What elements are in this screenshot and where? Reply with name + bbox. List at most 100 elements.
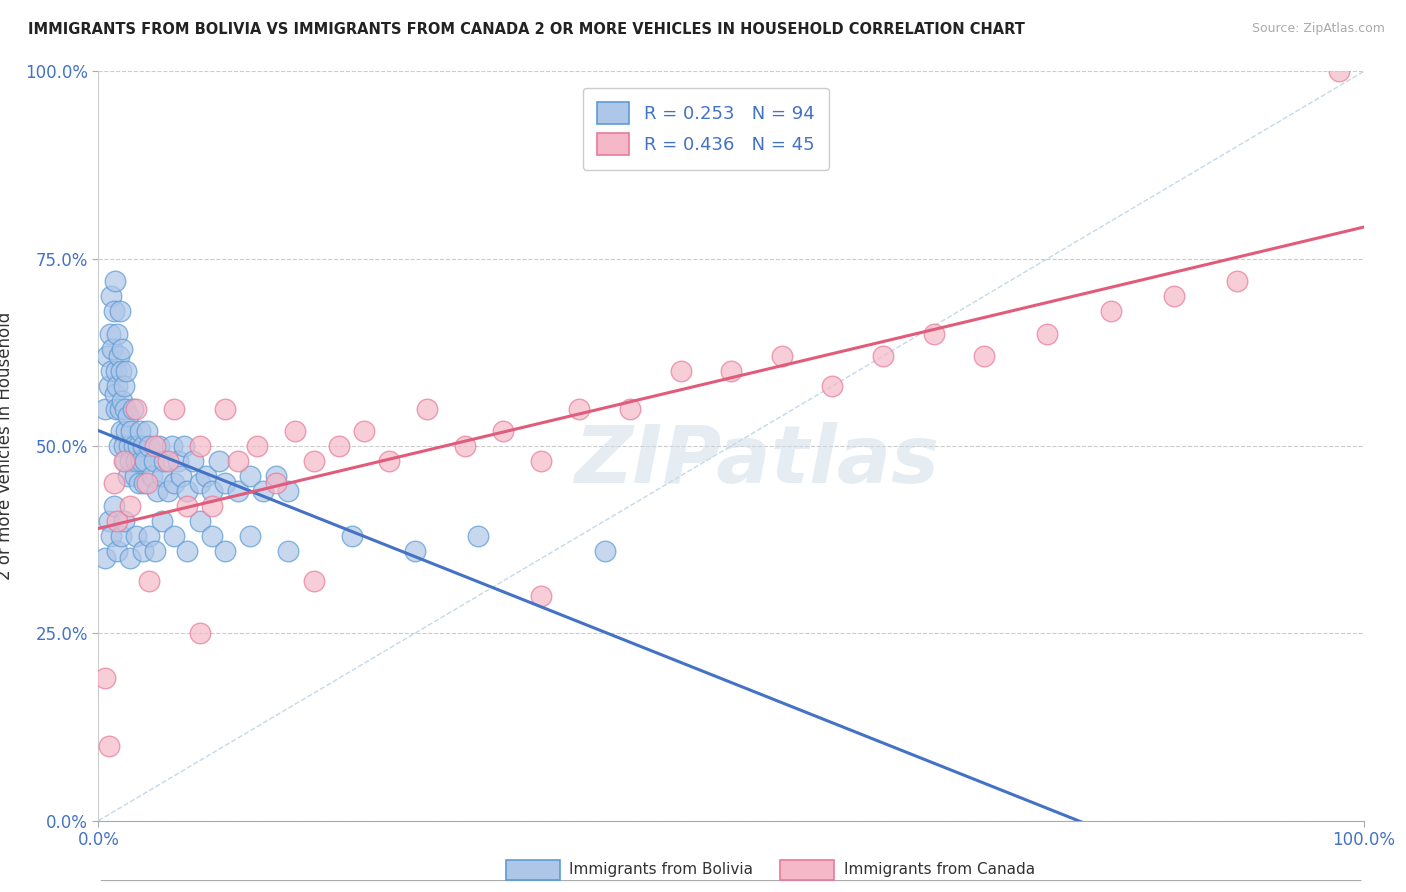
Point [104, 386, 127, 401]
Point [107, 349, 129, 363]
Point [138, 439, 160, 453]
Point [110, 364, 132, 378]
Point [973, 349, 995, 363]
Point [922, 326, 945, 341]
Point [163, 529, 186, 543]
Point [93, 671, 117, 685]
Point [239, 469, 262, 483]
Point [163, 476, 186, 491]
Point [108, 401, 131, 416]
Point [188, 476, 211, 491]
Point [93, 401, 117, 416]
Point [176, 483, 198, 498]
Point [138, 574, 160, 588]
Text: Immigrants from Bolivia: Immigrants from Bolivia [569, 863, 754, 877]
Point [1036, 326, 1059, 341]
Point [100, 289, 122, 303]
Point [107, 379, 129, 393]
Point [97, 379, 120, 393]
Point [111, 342, 134, 356]
Point [132, 476, 155, 491]
Point [214, 544, 236, 558]
Point [103, 304, 125, 318]
Point [132, 439, 155, 453]
Point [183, 454, 205, 468]
Point [96, 349, 118, 363]
Point [110, 424, 132, 438]
Point [454, 439, 477, 453]
Point [157, 483, 180, 498]
Point [141, 469, 163, 483]
Point [134, 454, 156, 468]
Point [302, 454, 325, 468]
Point [404, 544, 426, 558]
Point [157, 454, 180, 468]
Point [100, 364, 122, 378]
Point [264, 469, 287, 483]
Point [492, 424, 515, 438]
Point [115, 424, 138, 438]
Point [188, 626, 211, 640]
Point [112, 454, 135, 468]
Point [122, 439, 145, 453]
Point [117, 409, 139, 423]
Point [252, 483, 274, 498]
Point [97, 514, 120, 528]
Point [872, 349, 894, 363]
Point [118, 439, 141, 453]
Point [114, 454, 136, 468]
Point [110, 529, 132, 543]
Point [114, 401, 136, 416]
Point [120, 454, 141, 468]
Point [530, 589, 553, 603]
Point [176, 544, 198, 558]
Point [770, 349, 793, 363]
Point [135, 424, 157, 438]
Point [120, 499, 141, 513]
Y-axis label: 2 or more Vehicles in Household: 2 or more Vehicles in Household [0, 312, 14, 580]
Point [150, 469, 173, 483]
Point [467, 529, 489, 543]
Point [1163, 289, 1185, 303]
Point [111, 394, 134, 409]
Point [226, 483, 249, 498]
Point [93, 551, 117, 566]
Point [284, 424, 307, 438]
Point [416, 401, 439, 416]
Point [239, 529, 262, 543]
Point [201, 529, 224, 543]
Point [145, 483, 167, 498]
Point [125, 401, 148, 416]
Point [530, 454, 553, 468]
Point [160, 439, 183, 453]
Point [1226, 274, 1249, 288]
Point [593, 544, 616, 558]
Point [194, 469, 218, 483]
Point [340, 529, 363, 543]
Point [153, 454, 176, 468]
Text: IMMIGRANTS FROM BOLIVIA VS IMMIGRANTS FROM CANADA 2 OR MORE VEHICLES IN HOUSEHOL: IMMIGRANTS FROM BOLIVIA VS IMMIGRANTS FR… [28, 22, 1025, 37]
Point [132, 544, 155, 558]
Point [101, 342, 124, 356]
Point [120, 424, 142, 438]
Legend: R = 0.253   N = 94, R = 0.436   N = 45: R = 0.253 N = 94, R = 0.436 N = 45 [582, 88, 830, 169]
Point [619, 401, 641, 416]
Point [107, 439, 129, 453]
Point [128, 476, 150, 491]
Point [98, 326, 121, 341]
Point [145, 544, 166, 558]
Point [125, 529, 148, 543]
Point [201, 483, 224, 498]
Point [107, 326, 129, 341]
Point [131, 454, 153, 468]
Point [214, 476, 236, 491]
Point [104, 274, 127, 288]
Point [201, 499, 224, 513]
Point [169, 469, 191, 483]
Point [143, 454, 166, 468]
Point [105, 401, 128, 416]
Point [167, 454, 190, 468]
Point [821, 379, 844, 393]
Point [353, 424, 375, 438]
Text: Source: ZipAtlas.com: Source: ZipAtlas.com [1251, 22, 1385, 36]
